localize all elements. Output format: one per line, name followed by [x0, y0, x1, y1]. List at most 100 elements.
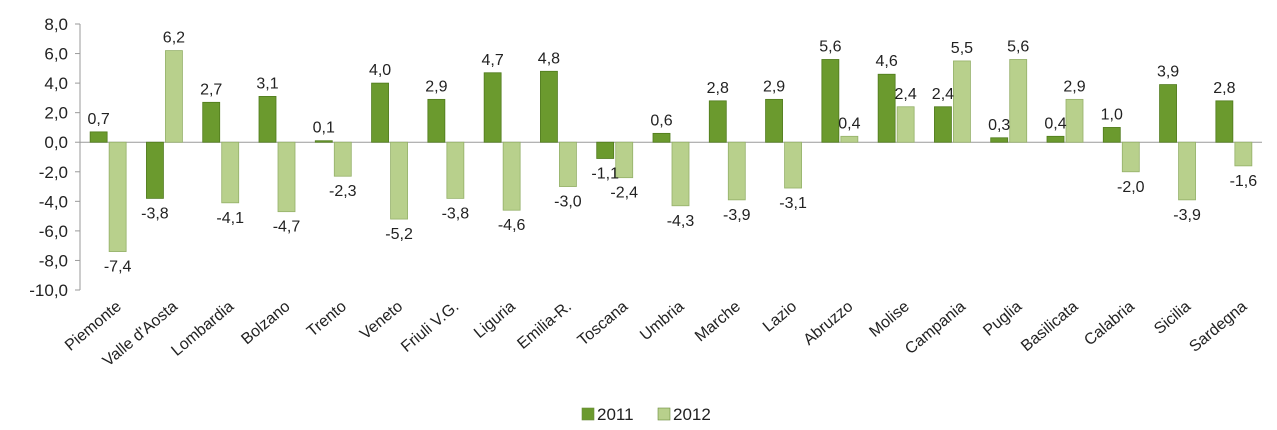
category-label: Sardegna	[1186, 298, 1250, 356]
data-label-2012: -3,9	[1173, 207, 1201, 224]
bar-2011	[652, 132, 671, 143]
bar-2012	[671, 141, 690, 207]
legend-swatch-2011	[581, 407, 595, 421]
data-label-2012: 6,2	[163, 30, 185, 47]
category-label: Basilicata	[1018, 298, 1081, 355]
bar-2012	[896, 106, 915, 143]
data-label-2012: -7,4	[104, 259, 132, 276]
data-label-2012: -2,3	[329, 183, 357, 200]
bar-2011	[765, 98, 783, 143]
bar-2012	[953, 60, 971, 143]
data-label-2011: 1,0	[1101, 106, 1123, 123]
data-label-2012: -5,2	[385, 226, 413, 243]
bar-2011	[596, 141, 615, 159]
bar-2011	[934, 106, 952, 143]
y-tick-label: 0,0	[44, 133, 68, 152]
bar-2012	[840, 135, 859, 143]
data-label-2012: -2,4	[610, 185, 638, 202]
category-label: Calabria	[1081, 298, 1138, 349]
category-label: Umbria	[637, 298, 688, 344]
y-tick-label: 6,0	[44, 45, 68, 64]
data-label-2011: 0,3	[988, 117, 1010, 134]
data-label-2011: 2,7	[200, 81, 222, 98]
category-label: Sicilia	[1151, 298, 1194, 338]
category-label: Molise	[866, 298, 912, 341]
data-label-2011: -3,8	[141, 205, 169, 222]
y-tick-label: -2,0	[39, 163, 68, 182]
data-label-2012: -4,3	[667, 213, 695, 230]
category-label: Lazio	[760, 298, 800, 336]
bar-2012	[1178, 141, 1196, 201]
data-label-2012: 2,4	[895, 86, 917, 103]
data-label-2011: 2,8	[1213, 80, 1235, 97]
data-label-2012: 2,9	[1063, 78, 1085, 95]
legend: 2011 2012	[581, 405, 711, 424]
data-label-2011: 2,8	[707, 80, 729, 97]
bar-2012	[727, 141, 746, 201]
bar-2011	[258, 96, 277, 143]
bar-2011	[540, 70, 558, 143]
bar-2011	[89, 131, 108, 143]
data-label-2011: 0,7	[88, 111, 110, 128]
legend-label-2012: 2012	[673, 405, 711, 424]
data-label-2011: 2,4	[932, 86, 954, 103]
data-label-2012: -4,6	[498, 217, 526, 234]
y-tick-label: -6,0	[39, 222, 68, 241]
data-label-2011: 0,6	[650, 112, 672, 129]
category-label: Trento	[304, 298, 350, 340]
bar-2011	[1102, 127, 1121, 143]
data-label-2011: -1,1	[591, 165, 619, 182]
data-label-2012: -3,8	[442, 205, 470, 222]
y-tick-label: -8,0	[39, 251, 68, 270]
bar-2011	[146, 141, 164, 199]
data-label-2011: 4,7	[482, 52, 504, 69]
bar-2011	[314, 140, 333, 143]
category-label: Toscana	[575, 298, 632, 349]
bar-2012	[277, 141, 296, 213]
data-label-2011: 4,8	[538, 50, 560, 67]
data-label-2012: 5,6	[1007, 38, 1029, 55]
bar-2012	[559, 141, 577, 187]
category-label: Emilia-R.	[514, 298, 575, 353]
data-label-2012: -3,1	[779, 195, 807, 212]
bar-2012	[1065, 98, 1084, 143]
bar-2012	[165, 50, 183, 143]
data-labels: 0,7 -7,4 -3,8 6,2 2,7 -4,1 3,1 -4,7 0,1 -2,3 4,0 -5…	[88, 30, 1258, 276]
data-label-2012: -4,1	[216, 210, 244, 227]
bar-2011	[1215, 100, 1234, 143]
bar-2011	[483, 72, 502, 143]
bar-2012	[333, 141, 352, 177]
category-label: Bolzano	[238, 298, 293, 348]
category-label: Veneto	[357, 298, 406, 343]
bar-2011	[877, 73, 896, 143]
category-label: Lombardia	[168, 298, 237, 360]
data-label-2011: 3,9	[1157, 64, 1179, 81]
category-label: Marche	[692, 298, 744, 345]
bar-2011	[371, 82, 389, 143]
y-tick-label: 8,0	[44, 15, 68, 34]
data-label-2011: 3,1	[256, 75, 278, 92]
data-label-2011: 5,6	[819, 38, 841, 55]
data-label-2012: 0,4	[838, 115, 860, 132]
data-label-2012: -3,0	[554, 194, 582, 211]
bar-2012	[390, 141, 408, 220]
data-label-2011: 2,9	[425, 78, 447, 95]
data-label-2011: 4,6	[876, 53, 898, 70]
axes	[79, 24, 1262, 290]
category-label: Abruzzo	[801, 298, 857, 349]
bar-2011	[202, 101, 221, 143]
data-label-2011: 0,4	[1044, 115, 1066, 132]
y-tick-label: 4,0	[44, 74, 68, 93]
data-label-2011: 2,9	[763, 78, 785, 95]
bars	[89, 50, 1253, 252]
category-label: Campania	[902, 298, 969, 358]
data-label-2012: -3,9	[723, 207, 751, 224]
bar-2012	[221, 141, 240, 204]
category-label: Puglia	[980, 298, 1025, 340]
bar-2011	[708, 100, 727, 143]
category-label: Liguria	[471, 298, 519, 342]
data-label-2011: 4,0	[369, 62, 391, 79]
legend-label-2011: 2011	[597, 405, 634, 424]
